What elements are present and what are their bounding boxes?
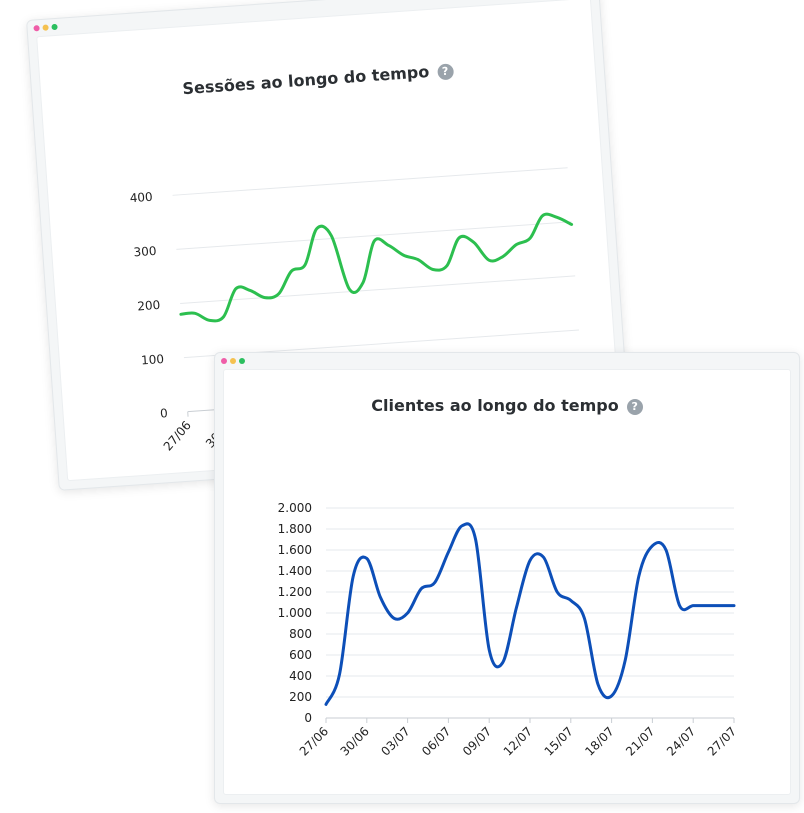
y-tick-label: 0 (304, 711, 312, 725)
y-tick-label: 1.800 (278, 522, 312, 536)
x-tick-label: 09/07 (460, 724, 494, 758)
y-tick-label: 2.000 (278, 501, 312, 515)
series-line (324, 522, 736, 706)
window-maximize-dot[interactable] (51, 23, 58, 31)
clients-chart-panel: Clientes ao longo do tempo? 0 200 400 600 80… (223, 369, 791, 795)
x-tick-label: 27/06 (297, 724, 331, 758)
clients-chart-window: Clientes ao longo do tempo? 0 200 400 600 80… (214, 352, 800, 804)
y-tick-label: 800 (289, 627, 312, 641)
window-controls (33, 23, 58, 32)
x-tick-label: 27/07 (705, 724, 739, 758)
window-close-dot[interactable] (33, 25, 40, 32)
y-tick-label: 600 (289, 648, 312, 662)
y-tick-label: 0 (160, 406, 169, 420)
x-tick-label: 15/07 (542, 724, 576, 758)
y-tick-label: 400 (289, 669, 312, 683)
y-tick-label: 400 (129, 190, 153, 206)
question-circle-icon[interactable]: ? (626, 399, 643, 415)
x-tick-label: 06/07 (419, 724, 453, 758)
x-tick-label: 30/06 (338, 724, 372, 758)
x-tick-label: 27/06 (161, 418, 194, 453)
window-minimize-dot[interactable] (42, 24, 49, 31)
x-tick-label: 18/07 (582, 724, 616, 758)
grid-line (172, 167, 568, 196)
y-tick-label: 300 (133, 244, 157, 260)
clients-line-chart: 0 200 400 600 800 1.000 1.200 1.400 1.600 1.800 2.… (278, 501, 739, 759)
y-tick-label: 200 (289, 690, 312, 704)
series-line (179, 212, 574, 323)
window-controls (221, 358, 245, 364)
x-tick-label: 24/07 (664, 724, 698, 758)
x-tick-label: 21/07 (623, 724, 657, 758)
window-close-dot[interactable] (221, 358, 227, 364)
question-circle-icon[interactable]: ? (436, 63, 454, 81)
y-tick-label: 1.200 (278, 585, 312, 599)
x-tick-label: 03/07 (378, 724, 412, 758)
y-tick-label: 200 (137, 298, 161, 314)
grid-line (180, 275, 576, 304)
y-tick-label: 1.000 (278, 606, 312, 620)
y-tick-label: 1.600 (278, 543, 312, 557)
y-tick-label: 1.400 (278, 564, 312, 578)
clients-chart-title: Clientes ao longo do tempo? (224, 396, 790, 415)
y-tick-label: 100 (141, 352, 165, 368)
clients-chart-title-text: Clientes ao longo do tempo (371, 396, 619, 415)
x-tick-label: 12/07 (501, 724, 535, 758)
window-minimize-dot[interactable] (230, 358, 236, 364)
grid-line (176, 221, 572, 250)
window-maximize-dot[interactable] (239, 358, 245, 364)
